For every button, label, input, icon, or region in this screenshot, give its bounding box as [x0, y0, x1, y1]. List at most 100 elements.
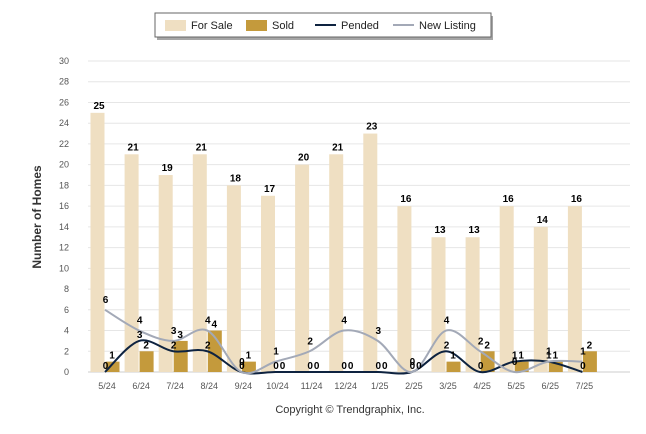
label-pended: 0 [376, 361, 382, 372]
line-new-listing [104, 308, 583, 375]
label-new-listing: 4 [205, 316, 211, 327]
label-pended: 2 [171, 340, 177, 351]
bar-for-sale [261, 195, 275, 372]
label-pended: 0 [273, 361, 279, 372]
label-pended: 2 [205, 340, 211, 351]
x-tick-label: 10/24 [266, 381, 289, 391]
bar-sold [241, 361, 256, 372]
label-pended: 2 [444, 340, 450, 351]
x-tick-label: 5/25 [507, 381, 525, 391]
x-tick-label: 6/25 [542, 381, 560, 391]
y-tick-label: 6 [64, 305, 69, 315]
legend-label: For Sale [191, 20, 233, 32]
lines [104, 308, 583, 375]
copyright-text: Copyright © Trendgraphix, Inc. [275, 404, 424, 416]
label-pended: 0 [341, 361, 347, 372]
legend-swatch [165, 20, 186, 31]
y-tick-label: 0 [64, 367, 69, 377]
label-sold: 3 [177, 330, 183, 341]
bar-for-sale [431, 237, 446, 372]
label-for-sale: 16 [503, 194, 515, 205]
y-tick-label: 18 [59, 180, 69, 190]
label-for-sale: 16 [571, 194, 583, 205]
y-tick-label: 22 [59, 139, 69, 149]
y-tick-label: 12 [59, 243, 69, 253]
bar-sold [139, 351, 154, 372]
bar-sold [548, 361, 563, 372]
x-tick-label: 1/25 [371, 381, 389, 391]
label-new-listing: 0 [239, 357, 245, 368]
label-sold: 1 [109, 351, 115, 362]
label-sold: 2 [143, 340, 149, 351]
legend-label: Pended [341, 20, 379, 32]
label-pended: 0 [410, 361, 416, 372]
x-axis-ticks: 5/24 6/24 7/24 8/24 9/24 10/24 11/24 12/24 1/25 2… [98, 381, 593, 391]
label-for-sale: 13 [434, 225, 446, 236]
label-new-listing: 4 [137, 316, 143, 327]
grid-lines [88, 60, 630, 373]
label-sold: 0 [382, 361, 388, 372]
x-tick-label: 12/24 [334, 381, 357, 391]
bar-for-sale [124, 154, 139, 372]
y-axis-label: Number of Homes [30, 165, 44, 269]
label-sold: 1 [518, 351, 524, 362]
label-new-listing: 4 [341, 316, 347, 327]
label-sold: 4 [212, 320, 218, 331]
label-new-listing: 2 [307, 336, 313, 347]
bar-for-sale [90, 112, 105, 372]
label-for-sale: 23 [366, 122, 378, 133]
label-pended: 3 [137, 330, 143, 341]
bar-sold [446, 361, 461, 372]
label-for-sale: 14 [537, 215, 549, 226]
bar-for-sale [465, 237, 480, 372]
label-new-listing: 1 [580, 347, 586, 358]
label-for-sale: 20 [298, 153, 310, 164]
label-pended: 0 [307, 361, 313, 372]
bar-for-sale [567, 206, 582, 372]
y-tick-label: 24 [59, 118, 69, 128]
label-for-sale: 21 [332, 142, 344, 153]
label-for-sale: 19 [162, 163, 174, 174]
label-new-listing: 0 [410, 357, 416, 368]
bar-for-sale [363, 133, 378, 372]
y-tick-label: 26 [59, 97, 69, 107]
bar-sold [582, 351, 597, 372]
legend-label: New Listing [419, 20, 476, 32]
label-for-sale: 21 [196, 142, 208, 153]
y-tick-label: 2 [64, 346, 69, 356]
label-pended: 0 [478, 361, 484, 372]
bar-for-sale [295, 164, 310, 372]
bar-for-sale [397, 206, 412, 372]
x-tick-label: 7/25 [576, 381, 594, 391]
x-tick-label: 6/24 [132, 381, 150, 391]
bar-for-sale [329, 154, 344, 372]
x-tick-label: 7/24 [166, 381, 184, 391]
bar-for-sale [226, 185, 241, 372]
bar-sold [173, 340, 188, 372]
y-tick-label: 10 [59, 263, 69, 273]
label-new-listing: 6 [103, 295, 109, 306]
label-new-listing: 3 [171, 326, 177, 337]
label-for-sale: 16 [400, 194, 412, 205]
label-for-sale: 25 [93, 101, 105, 112]
label-pended: 1 [512, 351, 518, 362]
label-for-sale: 13 [469, 225, 481, 236]
label-sold: 0 [416, 361, 422, 372]
bar-sold [514, 361, 529, 372]
label-sold: 2 [587, 340, 593, 351]
y-tick-label: 14 [59, 222, 69, 232]
line-pended [104, 339, 583, 375]
legend-label: Sold [272, 20, 294, 32]
label-pended: 0 [103, 361, 109, 372]
label-new-listing: 1 [273, 347, 279, 358]
label-sold: 1 [246, 351, 252, 362]
label-sold: 2 [484, 340, 490, 351]
label-new-listing: 2 [478, 336, 484, 347]
bar-for-sale [499, 206, 514, 372]
y-tick-label: 30 [59, 56, 69, 66]
label-sold: 1 [553, 351, 559, 362]
x-tick-label: 4/25 [473, 381, 491, 391]
y-tick-label: 20 [59, 160, 69, 170]
legend-swatch [246, 20, 267, 31]
